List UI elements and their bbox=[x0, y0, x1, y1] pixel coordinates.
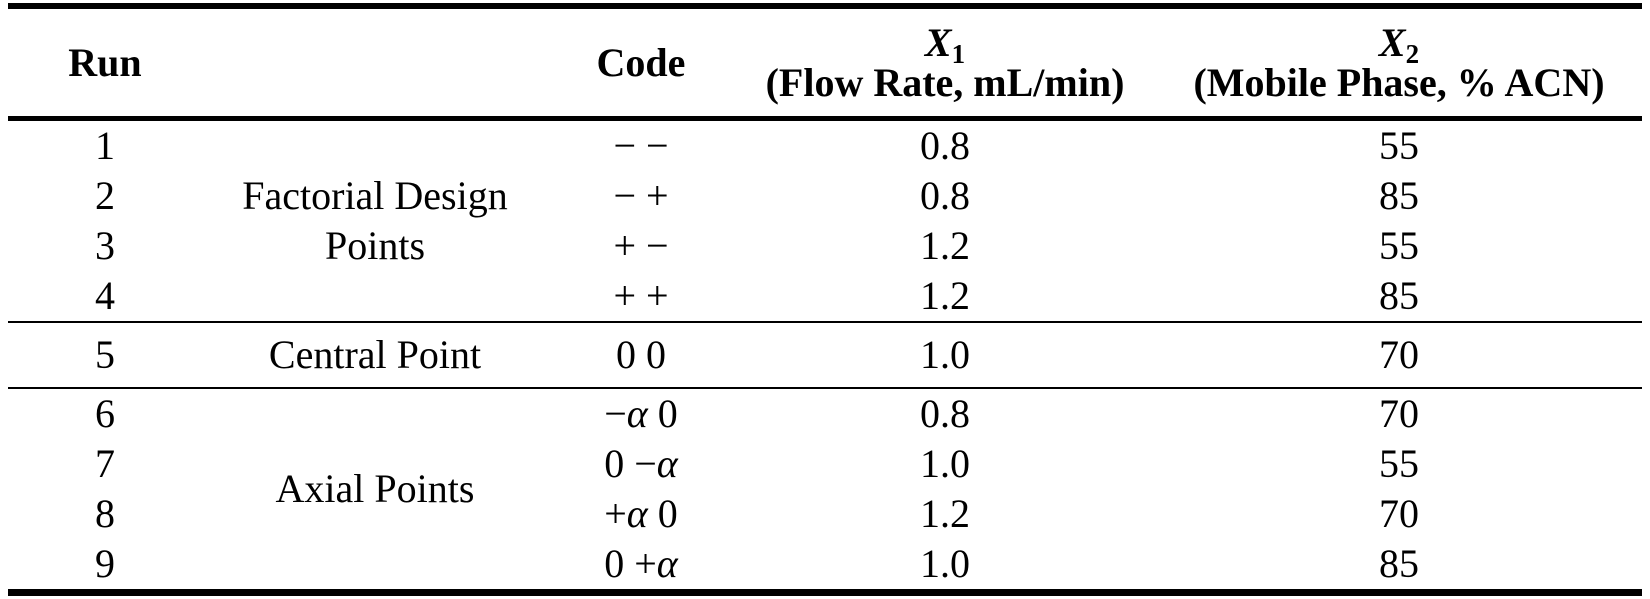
run-cell: 8 bbox=[95, 491, 115, 536]
code-cell: + + bbox=[613, 273, 669, 318]
run-cell: 1 bbox=[95, 123, 115, 168]
run-cell: 6 bbox=[95, 391, 115, 436]
table-header: Run Code X1 (Flow Rate, mL/min) X2 (Mobi… bbox=[8, 6, 1642, 121]
column-header-run: Run bbox=[8, 6, 202, 121]
code-cell: 0 −α bbox=[604, 441, 678, 486]
x2-cell: 55 bbox=[1379, 441, 1419, 486]
code-cell: − + bbox=[613, 173, 669, 218]
axial-group: 6 Axial Points −α 0 0.8 70 7 0 −α 1.0 55… bbox=[8, 388, 1642, 593]
table-row: 7 0 −α 1.0 55 bbox=[8, 439, 1642, 489]
run-cell: 9 bbox=[95, 541, 115, 586]
x2-cell: 70 bbox=[1379, 332, 1419, 377]
table-row: 5 Central Point 0 0 1.0 70 bbox=[8, 322, 1642, 388]
x2-description: (Mobile Phase, % ACN) bbox=[1193, 59, 1605, 105]
code-cell: +α 0 bbox=[604, 491, 678, 536]
x1-cell: 1.2 bbox=[920, 223, 970, 268]
run-cell: 5 bbox=[95, 332, 115, 377]
ccd-design-table: Run Code X1 (Flow Rate, mL/min) X2 (Mobi… bbox=[8, 3, 1642, 596]
x1-description: (Flow Rate, mL/min) bbox=[765, 59, 1125, 105]
group-label-axial: Axial Points bbox=[275, 466, 475, 511]
table-row: 1 Factorial Design Points − − 0.8 55 bbox=[8, 119, 1642, 268]
code-cell: 0 0 bbox=[616, 332, 666, 377]
run-cell: 4 bbox=[95, 273, 115, 318]
table-row: 4 + + 1.2 85 bbox=[8, 271, 1642, 322]
x1-cell: 0.8 bbox=[920, 391, 970, 436]
column-header-group bbox=[202, 6, 548, 121]
x1-symbol: X1 bbox=[924, 19, 966, 69]
column-header-x2: X2 (Mobile Phase, % ACN) bbox=[1156, 6, 1642, 121]
x1-cell: 0.8 bbox=[920, 173, 970, 218]
table-row: 9 0 +α 1.0 85 bbox=[8, 539, 1642, 593]
code-cell: − − bbox=[613, 123, 669, 168]
x2-cell: 70 bbox=[1379, 491, 1419, 536]
x1-cell: 1.0 bbox=[920, 541, 970, 586]
table-row: 3 + − 1.2 55 bbox=[8, 221, 1642, 271]
x2-cell: 85 bbox=[1379, 273, 1419, 318]
table-row: 8 +α 0 1.2 70 bbox=[8, 489, 1642, 539]
column-header-code: Code bbox=[548, 6, 734, 121]
x1-cell: 0.8 bbox=[920, 123, 970, 168]
x2-cell: 70 bbox=[1379, 391, 1419, 436]
run-cell: 2 bbox=[95, 173, 115, 218]
x1-cell: 1.2 bbox=[920, 491, 970, 536]
run-cell: 3 bbox=[95, 223, 115, 268]
header-row: Run Code X1 (Flow Rate, mL/min) X2 (Mobi… bbox=[8, 6, 1642, 121]
x2-cell: 55 bbox=[1379, 223, 1419, 268]
group-label-factorial: Factorial Design Points bbox=[242, 173, 508, 268]
central-group: 5 Central Point 0 0 1.0 70 bbox=[8, 322, 1642, 388]
x1-cell: 1.2 bbox=[920, 273, 970, 318]
x2-cell: 85 bbox=[1379, 173, 1419, 218]
column-header-x1: X1 (Flow Rate, mL/min) bbox=[734, 6, 1156, 121]
factorial-group: 1 Factorial Design Points − − 0.8 55 2 −… bbox=[8, 119, 1642, 323]
code-cell: 0 +α bbox=[604, 541, 678, 586]
run-cell: 7 bbox=[95, 441, 115, 486]
code-cell: −α 0 bbox=[604, 391, 678, 436]
x2-cell: 55 bbox=[1379, 123, 1419, 168]
group-label-central: Central Point bbox=[268, 332, 482, 377]
table-row: 6 Axial Points −α 0 0.8 70 bbox=[8, 388, 1642, 511]
x1-cell: 1.0 bbox=[920, 441, 970, 486]
code-cell: + − bbox=[613, 223, 669, 268]
x1-cell: 1.0 bbox=[920, 332, 970, 377]
x2-cell: 85 bbox=[1379, 541, 1419, 586]
paper-table-page: Run Code X1 (Flow Rate, mL/min) X2 (Mobi… bbox=[0, 3, 1650, 599]
table-row: 2 − + 0.8 85 bbox=[8, 171, 1642, 221]
x2-symbol: X2 bbox=[1378, 19, 1420, 69]
